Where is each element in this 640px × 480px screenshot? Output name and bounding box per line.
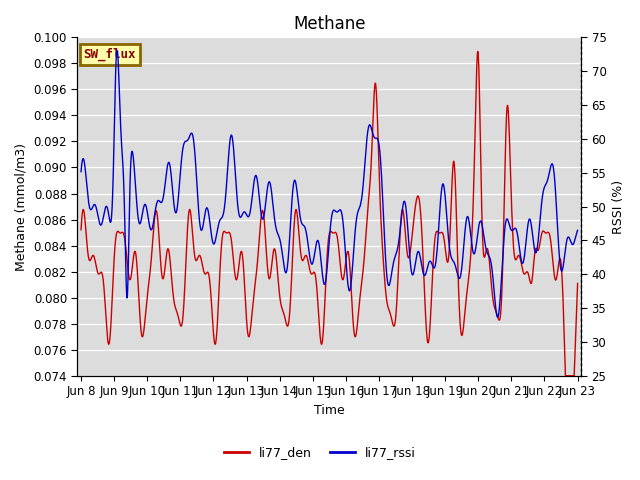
Title: Methane: Methane <box>293 15 365 33</box>
Legend: li77_den, li77_rssi: li77_den, li77_rssi <box>219 441 421 464</box>
X-axis label: Time: Time <box>314 404 345 417</box>
Y-axis label: Methane (mmol/m3): Methane (mmol/m3) <box>15 143 28 271</box>
Y-axis label: RSSI (%): RSSI (%) <box>612 180 625 234</box>
Text: SW_flux: SW_flux <box>83 48 136 61</box>
